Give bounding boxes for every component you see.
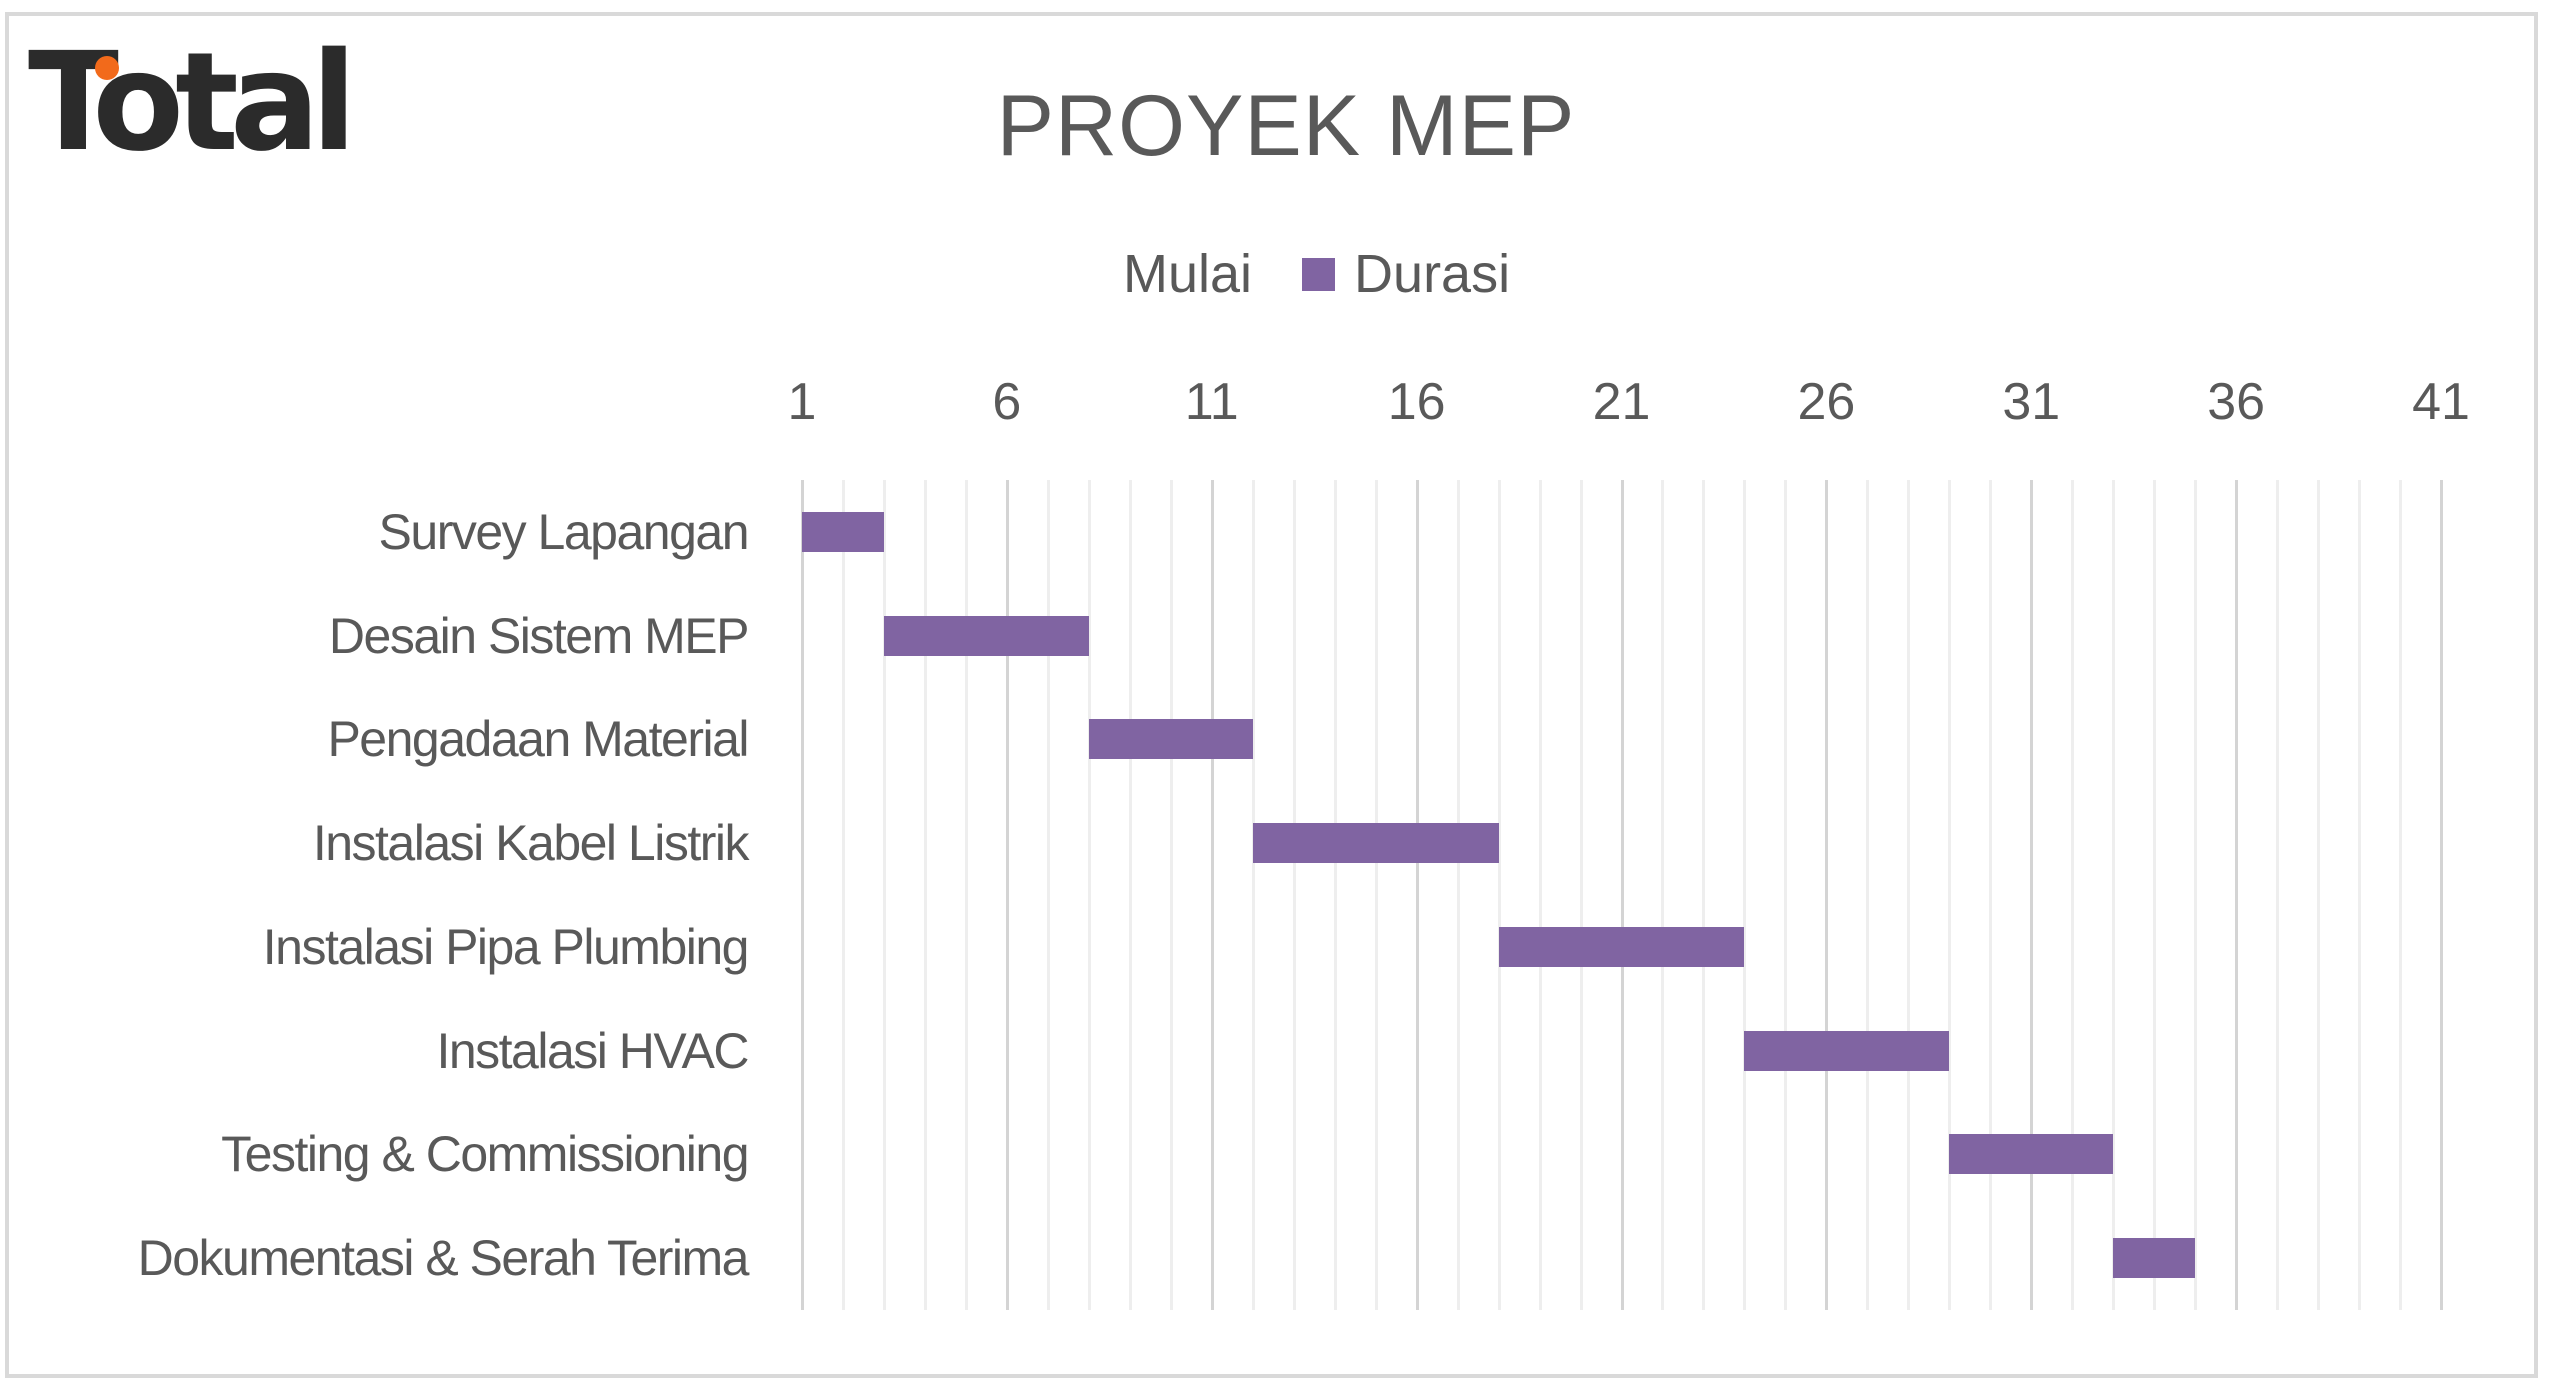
minor-gridline xyxy=(841,480,845,1310)
minor-gridline xyxy=(964,480,968,1310)
legend-label: Mulai xyxy=(1123,244,1253,304)
x-tick-label: 21 xyxy=(1592,373,1651,431)
x-tick-label: 6 xyxy=(992,373,1022,431)
gantt-bar[interactable] xyxy=(802,511,884,552)
minor-gridline xyxy=(2071,480,2075,1310)
gantt-bar[interactable] xyxy=(883,615,1089,656)
gantt-bar[interactable] xyxy=(1252,823,1499,864)
minor-gridline xyxy=(1538,480,1542,1310)
minor-gridline xyxy=(1497,480,1501,1310)
minor-gridline xyxy=(1661,480,1665,1310)
minor-gridline xyxy=(1374,480,1378,1310)
category-label: Testing & Commissioning xyxy=(221,1126,749,1183)
major-gridline xyxy=(1210,480,1214,1310)
minor-gridline xyxy=(2358,480,2362,1310)
legend-label: Durasi xyxy=(1354,244,1511,304)
category-label: Survey Lapangan xyxy=(378,503,750,560)
category-label: Instalasi Kabel Listrik xyxy=(312,815,750,872)
category-label: Pengadaan Material xyxy=(327,711,749,768)
minor-gridline xyxy=(1128,480,1132,1310)
category-label: Dokumentasi & Serah Terima xyxy=(137,1230,750,1287)
major-gridline xyxy=(1825,480,1829,1310)
major-gridline xyxy=(801,480,804,1310)
minor-gridline xyxy=(1251,480,1255,1310)
minor-gridline xyxy=(1087,480,1091,1310)
major-gridline xyxy=(1005,480,1009,1310)
category-label: Desain Sistem MEP xyxy=(328,607,750,664)
minor-gridline xyxy=(2153,480,2157,1310)
minor-gridline xyxy=(1784,480,1788,1310)
category-label: Instalasi Pipa Plumbing xyxy=(262,918,750,975)
major-gridline xyxy=(2440,480,2443,1310)
minor-gridline xyxy=(1866,480,1870,1310)
x-tick-label: 16 xyxy=(1387,373,1446,431)
gantt-bar[interactable] xyxy=(1744,1030,1950,1071)
minor-gridline xyxy=(2112,480,2116,1310)
gantt-bar[interactable] xyxy=(1498,926,1745,967)
x-tick-label: 26 xyxy=(1797,373,1856,431)
gantt-bar[interactable] xyxy=(1088,719,1253,760)
minor-gridline xyxy=(2317,480,2321,1310)
minor-gridline xyxy=(1292,480,1296,1310)
minor-gridline xyxy=(1948,480,1952,1310)
minor-gridline xyxy=(1743,480,1747,1310)
minor-gridline xyxy=(2194,480,2198,1310)
minor-gridline xyxy=(882,480,886,1310)
legend: Mulai Durasi xyxy=(1123,243,1560,305)
x-tick-label: 11 xyxy=(1184,373,1239,431)
major-gridline xyxy=(2030,480,2034,1310)
x-tick-label: 36 xyxy=(2207,373,2266,431)
minor-gridline xyxy=(1579,480,1583,1310)
major-gridline xyxy=(1620,480,1624,1310)
minor-gridline xyxy=(1989,480,1993,1310)
minor-gridline xyxy=(1907,480,1911,1310)
minor-gridline xyxy=(1046,480,1050,1310)
minor-gridline xyxy=(1456,480,1460,1310)
gantt-bar[interactable] xyxy=(1949,1134,2114,1175)
minor-gridline xyxy=(2399,480,2403,1310)
x-tick-label: 41 xyxy=(2412,373,2470,431)
minor-gridline xyxy=(1702,480,1706,1310)
chart-frame xyxy=(5,12,2538,1378)
legend-item-durasi: Durasi xyxy=(1302,243,1510,305)
major-gridline xyxy=(2235,480,2239,1310)
x-tick-label: 1 xyxy=(787,373,817,431)
major-gridline xyxy=(1415,480,1419,1310)
gantt-bar[interactable] xyxy=(2113,1238,2196,1279)
legend-item-mulai: Mulai xyxy=(1123,243,1252,305)
logo-dot-icon xyxy=(95,56,119,80)
x-tick-label: 31 xyxy=(2002,373,2061,431)
minor-gridline xyxy=(2276,480,2280,1310)
minor-gridline xyxy=(1169,480,1173,1310)
chart-title: PROYEK MEP xyxy=(996,78,1576,174)
logo-text: Total xyxy=(28,24,357,182)
minor-gridline xyxy=(1333,480,1337,1310)
category-label: Instalasi HVAC xyxy=(436,1022,749,1079)
legend-swatch-icon xyxy=(1302,257,1336,291)
minor-gridline xyxy=(923,480,927,1310)
